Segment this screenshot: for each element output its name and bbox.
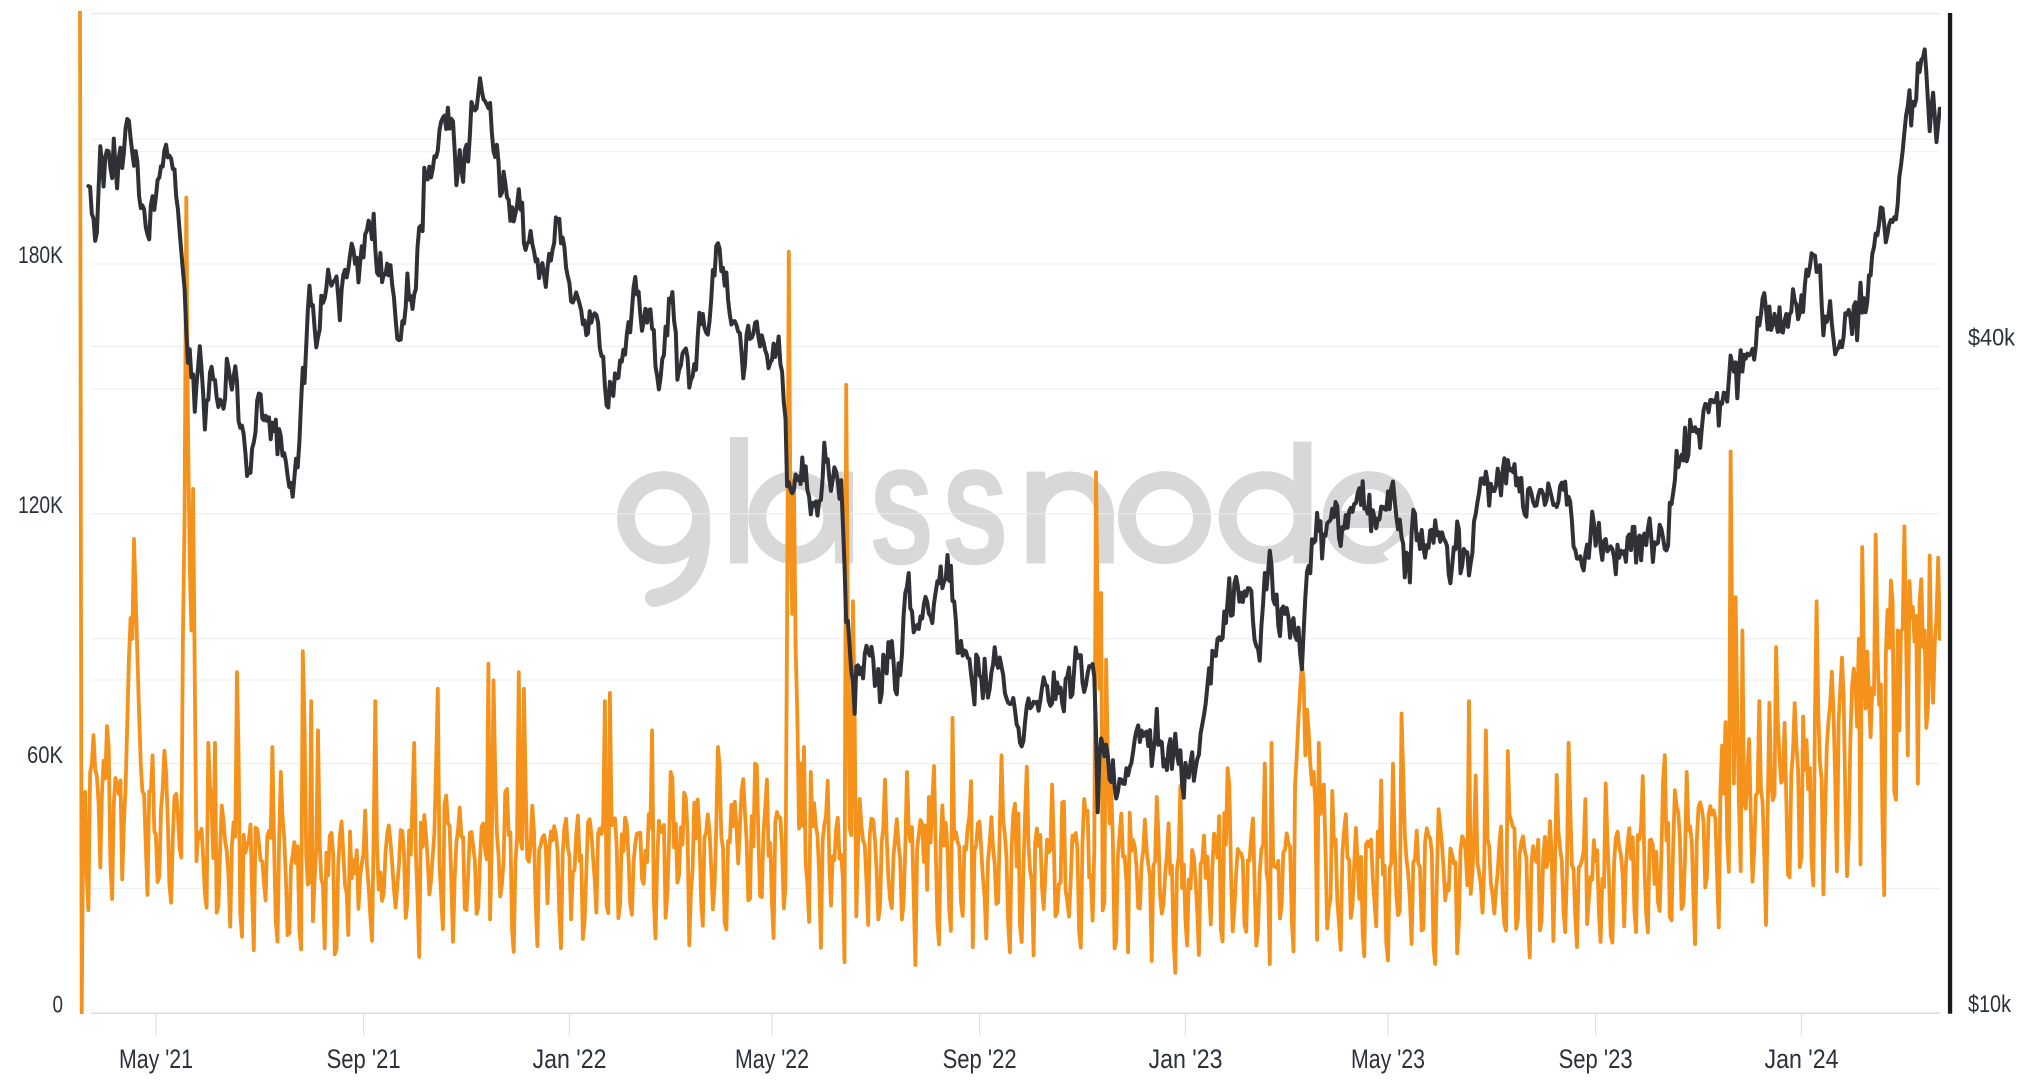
svg-text:s: s [869,407,935,602]
svg-text:Jan '22: Jan '22 [533,1044,607,1074]
svg-text:May '23: May '23 [1351,1044,1425,1074]
svg-text:$10k: $10k [1968,991,2012,1018]
svg-text:Sep '23: Sep '23 [1559,1044,1633,1074]
svg-text:120K: 120K [18,492,63,519]
svg-text:Jan '23: Jan '23 [1149,1044,1223,1074]
svg-text:Sep '21: Sep '21 [327,1044,401,1074]
svg-text:May '21: May '21 [119,1044,193,1074]
svg-text:May '22: May '22 [735,1044,809,1074]
svg-text:60K: 60K [27,742,63,769]
svg-text:Sep '22: Sep '22 [943,1044,1017,1074]
svg-text:0: 0 [53,991,64,1018]
svg-text:$40k: $40k [1968,325,2016,352]
svg-text:180K: 180K [18,242,63,269]
svg-text:Jan '24: Jan '24 [1765,1044,1839,1074]
